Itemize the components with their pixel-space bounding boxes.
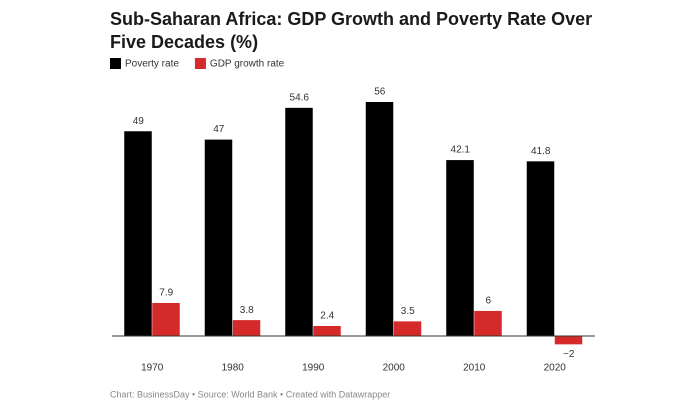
bar xyxy=(554,336,583,345)
x-tick-label: 2010 xyxy=(463,363,486,374)
value-label: 6 xyxy=(485,296,491,307)
x-tick-label: 1970 xyxy=(141,363,164,374)
value-label: 3.8 xyxy=(240,305,254,316)
bar xyxy=(313,325,341,336)
value-label: 56 xyxy=(374,87,386,98)
value-label: 42.1 xyxy=(451,145,471,156)
bar xyxy=(526,161,555,336)
value-label: 2.4 xyxy=(320,311,334,322)
x-tick-label: 1990 xyxy=(302,363,325,374)
value-label: 7.9 xyxy=(159,288,173,299)
chart-title: Sub-Saharan Africa: GDP Growth and Pover… xyxy=(110,9,593,52)
bar xyxy=(393,321,422,336)
value-label: −2 xyxy=(563,349,575,360)
value-label: 47 xyxy=(213,124,225,135)
bar xyxy=(285,107,313,336)
bar xyxy=(474,310,502,336)
footer: Chart: BusinessDay • Source: World Bank … xyxy=(110,389,390,399)
value-label: 3.5 xyxy=(401,306,415,317)
legend-swatch xyxy=(194,58,206,69)
bar xyxy=(365,102,394,336)
x-tick-label: 2000 xyxy=(383,363,406,374)
legend-label: GDP growth rate xyxy=(210,59,285,70)
bar xyxy=(232,320,261,336)
bar xyxy=(152,302,180,336)
x-tick-label: 2020 xyxy=(544,363,567,374)
legend-swatch xyxy=(110,58,121,69)
value-label: 41.8 xyxy=(531,146,551,157)
bar xyxy=(124,131,152,336)
bar xyxy=(204,139,233,336)
x-tick-label: 1980 xyxy=(222,363,245,374)
value-label: 54.6 xyxy=(290,92,310,103)
value-label: 49 xyxy=(133,116,145,127)
legend-label: Poverty rate xyxy=(125,59,179,70)
bar xyxy=(446,160,474,336)
